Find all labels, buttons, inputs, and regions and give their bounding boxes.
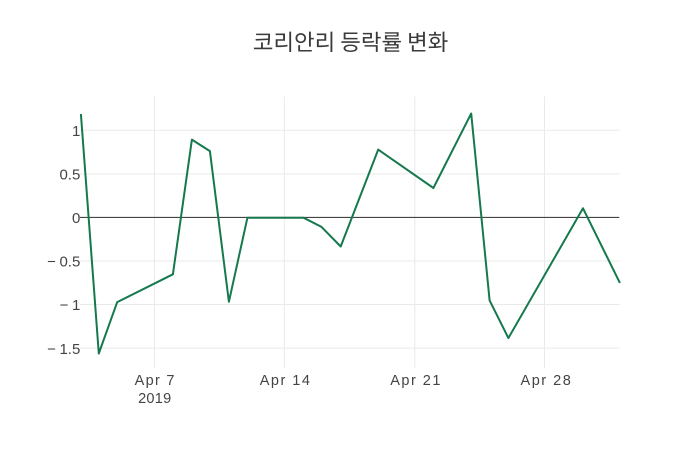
svg-text:Apr 28: Apr 28 <box>521 373 573 389</box>
svg-text:Apr 7: Apr 7 <box>135 373 176 389</box>
svg-text:−0.5: −0.5 <box>47 254 80 271</box>
svg-text:−1.5: −1.5 <box>47 341 80 358</box>
svg-text:1: 1 <box>72 123 80 140</box>
svg-text:Apr 14: Apr 14 <box>260 373 312 389</box>
svg-text:0: 0 <box>72 210 80 227</box>
svg-text:0.5: 0.5 <box>59 166 80 183</box>
svg-text:Apr 21: Apr 21 <box>390 373 442 389</box>
svg-text:2019: 2019 <box>138 391 171 407</box>
